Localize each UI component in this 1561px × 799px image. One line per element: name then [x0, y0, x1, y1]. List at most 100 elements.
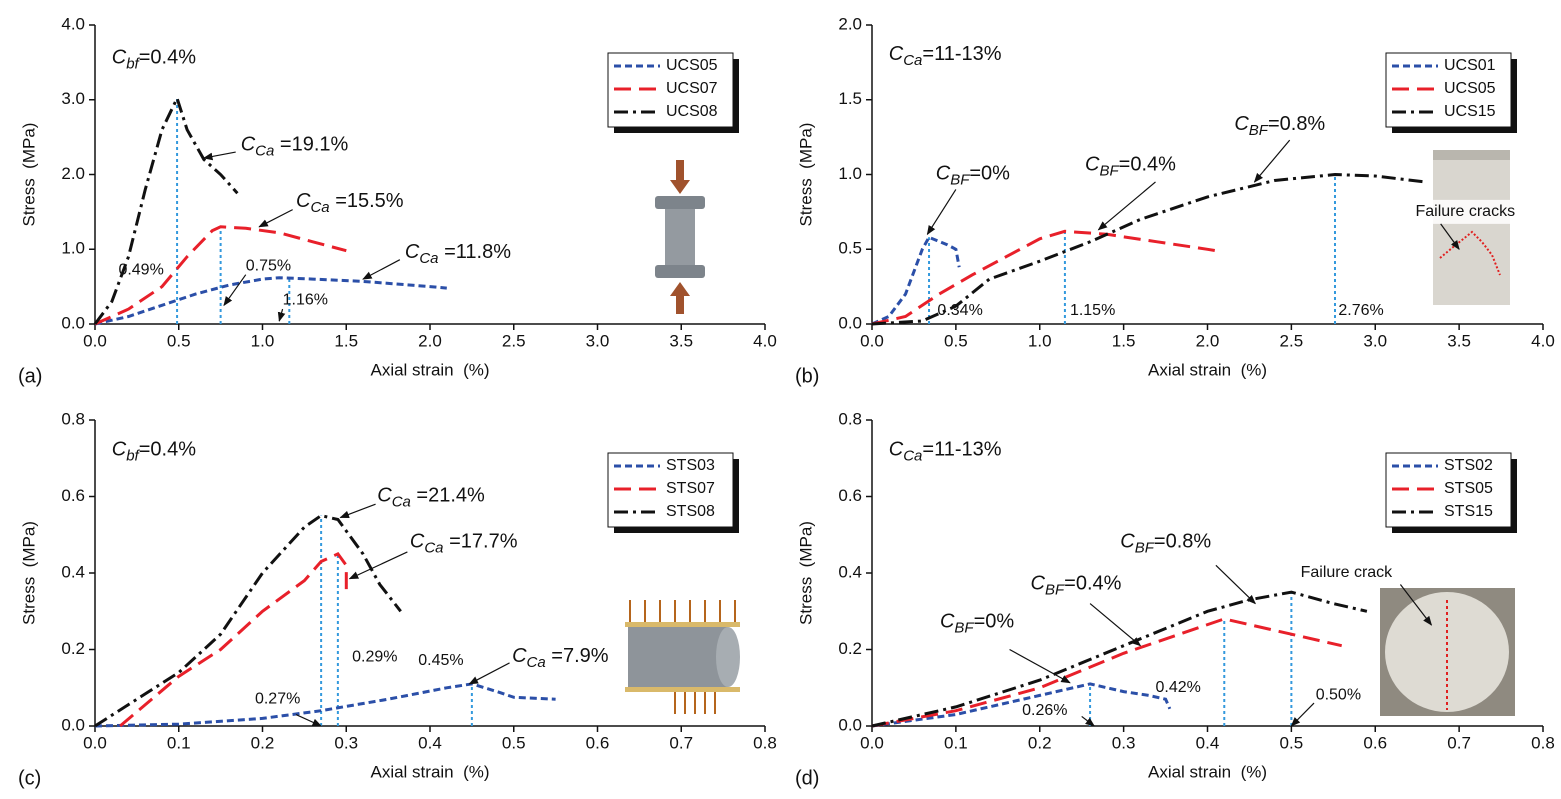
annotation-text: =0.4% [139, 439, 196, 461]
symbol: C [889, 43, 904, 65]
x-tick-label: 0.7 [1447, 733, 1471, 752]
x-tick-label: 2.5 [1280, 331, 1304, 350]
symbol: C [241, 134, 256, 156]
y-tick-label: 0.2 [61, 639, 85, 658]
series-line [119, 552, 348, 728]
subscript: Ca [903, 52, 922, 69]
symbol: C [112, 439, 127, 461]
annotation: CCa =15.5% [296, 190, 404, 216]
x-tick-label: 0.3 [334, 733, 358, 752]
arrow [348, 551, 408, 580]
subscript: BF [1099, 162, 1119, 179]
symbol: C [112, 47, 127, 69]
x-tick-label: 0.1 [944, 733, 968, 752]
annotation-text: =11-13% [922, 43, 1001, 65]
subscript: BF [1135, 539, 1155, 556]
peak-label: 0.29% [352, 648, 397, 665]
series-line [871, 172, 1426, 326]
annotation: CBF=0% [940, 611, 1014, 637]
subscript: BF [954, 620, 974, 637]
x-tick-label: 0.8 [753, 733, 777, 752]
x-tick-label: 1.5 [1112, 331, 1136, 350]
arrow [362, 259, 401, 280]
y-tick-label: 0.4 [61, 562, 85, 581]
subscript: Ca [424, 539, 443, 556]
annotation: CCa =19.1% [241, 134, 349, 160]
arrow [1253, 139, 1291, 183]
x-axis-label: Axial strain (%) [1148, 762, 1267, 781]
symbol: C [377, 485, 392, 507]
peak-label: 0.75% [246, 258, 291, 275]
panel-label: (c) [18, 767, 41, 789]
x-tick-label: 0.2 [1028, 733, 1052, 752]
x-tick-label: 0.1 [167, 733, 191, 752]
peak-label: 0.50% [1316, 687, 1361, 704]
specimen-photo [1380, 588, 1515, 716]
annotation: CBF=0.4% [1031, 573, 1122, 599]
subscript: Ca [255, 142, 274, 159]
annotation: CBF=0.8% [1234, 113, 1325, 139]
x-axis-label: Axial strain (%) [370, 360, 489, 379]
y-tick-label: 4.0 [61, 14, 85, 33]
annotation: CCa =17.7% [410, 531, 518, 557]
series-line [93, 94, 239, 325]
arrow [1009, 648, 1071, 684]
y-tick-label: 0.0 [838, 313, 862, 332]
legend-entry: UCS05 [1444, 80, 1496, 97]
y-tick-label: 0.6 [838, 486, 862, 505]
y-tick-label: 0.0 [61, 313, 85, 332]
y-tick-label: 0.8 [61, 409, 85, 428]
symbol: C [1031, 573, 1046, 595]
annotation: Cbf=0.4% [112, 439, 196, 465]
annotation-text: =15.5% [330, 190, 404, 212]
symbol: C [936, 163, 951, 185]
legend-entry: STS02 [1444, 457, 1493, 474]
arrow [339, 503, 376, 519]
x-tick-label: 1.0 [1028, 331, 1052, 350]
arrow [202, 151, 236, 161]
y-tick-label: 1.0 [838, 164, 862, 183]
x-tick-label: 0.0 [860, 733, 884, 752]
x-tick-label: 0.5 [1280, 733, 1304, 752]
x-tick-label: 0.0 [83, 733, 107, 752]
y-axis-label: Stress (MPa) [796, 123, 815, 227]
annotation: CCa =21.4% [377, 485, 485, 511]
annotation-text: =11.8% [439, 241, 512, 263]
series-line [871, 682, 1172, 728]
annotation: CCa =7.9% [512, 645, 609, 671]
subscript: Ca [310, 199, 329, 216]
annotation-text: =0.4% [1064, 573, 1121, 595]
arrow [1440, 223, 1460, 251]
arrow [295, 713, 322, 727]
panel-label: (d) [795, 767, 819, 789]
peak-label: 1.16% [283, 291, 328, 308]
panel-label: (b) [795, 365, 819, 387]
annotation: Cbf=0.4% [112, 47, 196, 73]
annotation-text: =0% [974, 611, 1015, 633]
y-axis-label: Stress (MPa) [796, 521, 815, 625]
symbol: C [512, 645, 527, 667]
y-tick-label: 0.2 [838, 639, 862, 658]
x-tick-label: 0.5 [502, 733, 526, 752]
y-axis-label: Stress (MPa) [19, 521, 38, 625]
label-background [1297, 561, 1429, 585]
series-line [871, 590, 1368, 728]
x-tick-label: 2.0 [418, 331, 442, 350]
y-tick-label: 0.0 [838, 715, 862, 734]
annotation-text: =0.4% [1119, 154, 1176, 176]
x-tick-label: 3.0 [1363, 331, 1387, 350]
x-axis-label: Axial strain (%) [370, 762, 489, 781]
arrow [1097, 181, 1156, 231]
legend-entry: UCS08 [666, 103, 718, 120]
subscript: Ca [527, 654, 546, 671]
annotation-text: =7.9% [546, 645, 609, 667]
x-tick-label: 0.4 [418, 733, 442, 752]
panel: 0.0 0.5 1.0 1.5 2.0 2.5 3.0 3.5 4.0 0.0 1.0 2.0 3.0 4… [18, 14, 777, 387]
series-line [871, 229, 1217, 326]
annotation: CCa=11-13% [889, 439, 1002, 465]
arrow [1081, 715, 1096, 727]
x-tick-label: 3.0 [586, 331, 610, 350]
legend-entry: STS08 [666, 503, 715, 520]
peak-label: 0.42% [1155, 679, 1200, 696]
series-line [94, 276, 447, 326]
